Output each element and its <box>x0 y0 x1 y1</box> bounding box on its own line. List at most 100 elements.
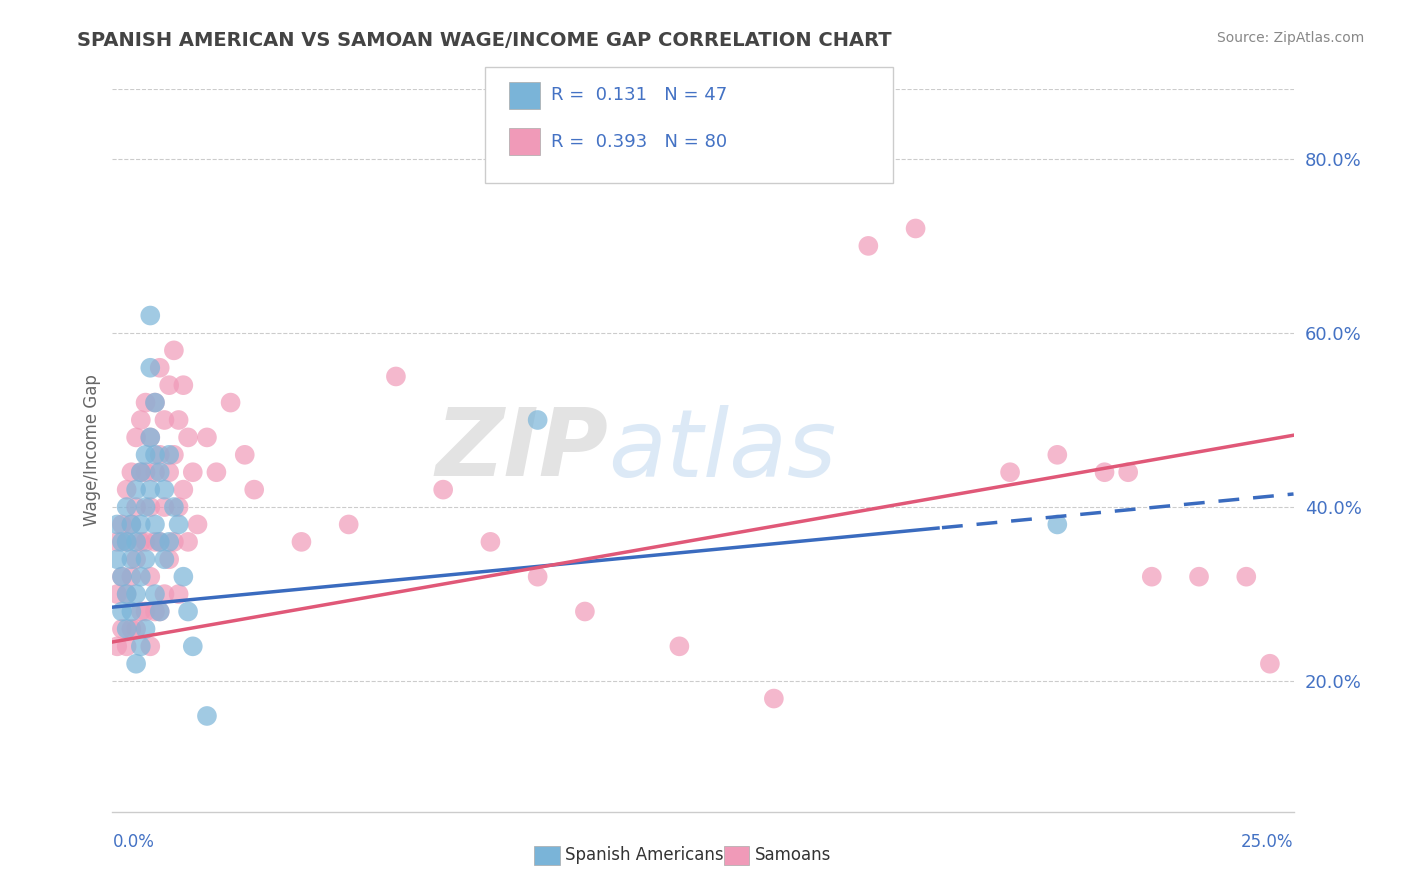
Point <box>143 395 166 409</box>
Point <box>139 430 162 444</box>
Point <box>125 587 148 601</box>
Point <box>105 640 128 654</box>
Point <box>139 430 162 444</box>
Point <box>574 605 596 619</box>
Point <box>157 552 180 566</box>
Point <box>172 483 194 497</box>
Point <box>1140 570 1163 584</box>
Point <box>181 640 204 654</box>
Point <box>167 413 190 427</box>
Point <box>135 552 157 566</box>
Text: Spanish Americans: Spanish Americans <box>565 846 724 863</box>
Text: SPANISH AMERICAN VS SAMOAN WAGE/INCOME GAP CORRELATION CHART: SPANISH AMERICAN VS SAMOAN WAGE/INCOME G… <box>77 31 891 50</box>
Point <box>115 483 138 497</box>
Point <box>337 517 360 532</box>
Point <box>135 465 157 479</box>
Point <box>149 448 172 462</box>
Point <box>149 534 172 549</box>
Point <box>998 465 1021 479</box>
Point <box>167 517 190 532</box>
Y-axis label: Wage/Income Gap: Wage/Income Gap <box>83 375 101 526</box>
Point <box>167 500 190 514</box>
Point <box>125 657 148 671</box>
Point <box>111 570 134 584</box>
Point <box>139 500 162 514</box>
Point <box>163 534 186 549</box>
Point <box>205 465 228 479</box>
Point <box>177 605 200 619</box>
Point <box>120 622 142 636</box>
Point <box>149 534 172 549</box>
Point <box>186 517 208 532</box>
Point <box>172 570 194 584</box>
Text: atlas: atlas <box>609 405 837 496</box>
Point <box>149 605 172 619</box>
Point <box>153 483 176 497</box>
Point <box>858 239 880 253</box>
Point <box>129 465 152 479</box>
Point <box>129 517 152 532</box>
Point <box>129 605 152 619</box>
Point <box>115 640 138 654</box>
Point <box>1188 570 1211 584</box>
Point <box>149 360 172 375</box>
Point <box>135 605 157 619</box>
Point <box>149 605 172 619</box>
Point <box>1046 517 1069 532</box>
Point <box>143 395 166 409</box>
Point <box>153 587 176 601</box>
Point <box>243 483 266 497</box>
Point <box>125 622 148 636</box>
Point <box>120 552 142 566</box>
Point <box>432 483 454 497</box>
Point <box>177 534 200 549</box>
Point <box>177 430 200 444</box>
Text: Samoans: Samoans <box>755 846 831 863</box>
Point <box>157 448 180 462</box>
Point <box>125 483 148 497</box>
Point <box>105 534 128 549</box>
Point <box>143 517 166 532</box>
Point <box>111 534 134 549</box>
Point <box>125 430 148 444</box>
Point <box>195 430 218 444</box>
Point <box>115 534 138 549</box>
Point <box>111 570 134 584</box>
Point <box>125 500 148 514</box>
Point <box>125 534 148 549</box>
Point <box>153 413 176 427</box>
Point <box>1046 448 1069 462</box>
Point <box>143 605 166 619</box>
Text: 25.0%: 25.0% <box>1241 833 1294 852</box>
Point <box>163 343 186 358</box>
Point <box>105 552 128 566</box>
Point <box>157 465 180 479</box>
Point <box>139 360 162 375</box>
Text: R =  0.131   N = 47: R = 0.131 N = 47 <box>551 87 727 104</box>
Point <box>135 395 157 409</box>
Point <box>139 570 162 584</box>
Text: Source: ZipAtlas.com: Source: ZipAtlas.com <box>1216 31 1364 45</box>
Point <box>762 691 785 706</box>
Point <box>115 500 138 514</box>
Point <box>1116 465 1139 479</box>
Text: 0.0%: 0.0% <box>112 833 155 852</box>
Point <box>153 500 176 514</box>
Point <box>143 587 166 601</box>
Point <box>115 587 138 601</box>
Point <box>115 534 138 549</box>
Point <box>129 570 152 584</box>
Point <box>290 534 312 549</box>
Point <box>139 309 162 323</box>
Point <box>111 622 134 636</box>
Point <box>149 465 172 479</box>
Point <box>111 517 134 532</box>
Point <box>129 640 152 654</box>
Point <box>135 448 157 462</box>
Point <box>157 378 180 392</box>
Point <box>135 622 157 636</box>
Point <box>172 378 194 392</box>
Point <box>120 517 142 532</box>
Point <box>135 500 157 514</box>
Point <box>120 570 142 584</box>
